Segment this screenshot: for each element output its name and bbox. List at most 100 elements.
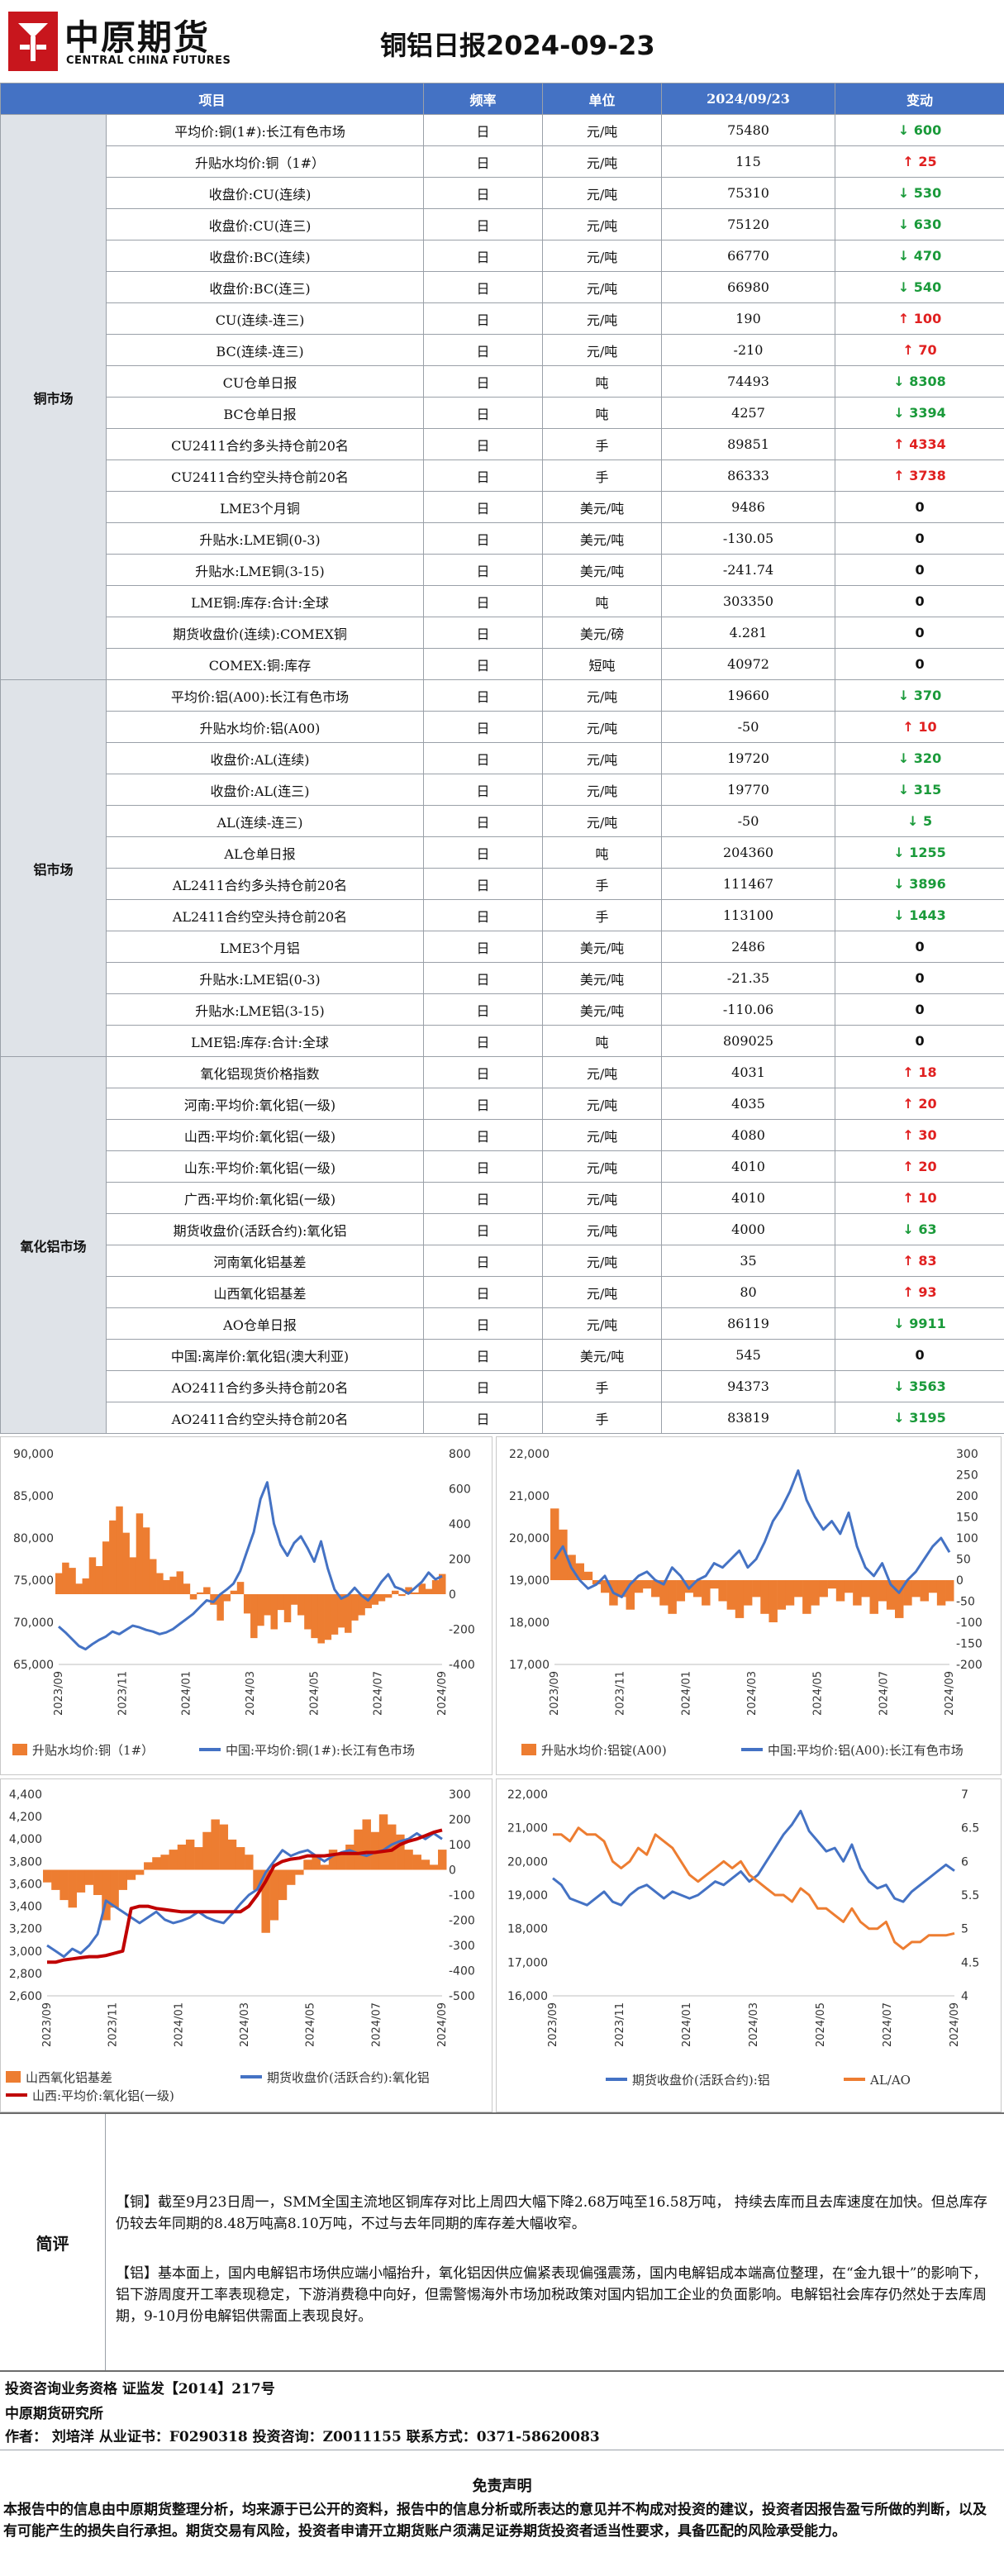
cell-value: 4000 bbox=[661, 1213, 836, 1245]
cell-freq: 日 bbox=[423, 1150, 544, 1183]
table-row: 收盘价:CU(连续) 日元/吨 75310 ↓ 530 bbox=[1, 177, 1004, 209]
area-bar bbox=[76, 1869, 86, 1893]
x-tick-label: 2023/09 bbox=[53, 1671, 65, 1716]
cell-item: 收盘价:BC(连续) bbox=[105, 240, 425, 272]
x-tick-label: 2024/09 bbox=[944, 1671, 956, 1716]
area-bar bbox=[710, 1580, 719, 1589]
right-tick-label: 200 bbox=[956, 1490, 978, 1503]
change-value: 470 bbox=[913, 248, 942, 264]
cell-value: 40972 bbox=[661, 648, 836, 680]
cell-freq: 日 bbox=[423, 177, 544, 209]
area-bar bbox=[297, 1594, 305, 1616]
area-bar bbox=[354, 1829, 363, 1870]
area-bar bbox=[129, 1557, 137, 1594]
legend-entry: 升贴水均价:铝锭(A00) bbox=[521, 1743, 667, 1758]
left-tick-label: 18,000 bbox=[509, 1617, 550, 1630]
change-value: 25 bbox=[918, 154, 937, 169]
left-tick-label: 22,000 bbox=[509, 1448, 550, 1461]
table-row: AO2411合约空头持仓前20名日手 83819 ↓ 3195 bbox=[1, 1402, 1004, 1434]
area-bar bbox=[324, 1594, 332, 1640]
summary-label: 简评 bbox=[0, 2114, 106, 2370]
left-tick-label: 80,000 bbox=[13, 1532, 54, 1545]
cell-unit: 元/吨 bbox=[542, 145, 663, 178]
chart-copper-svg: 90,000 85,000 80,000 75,000 70,000 65,000 800 6… bbox=[12, 1448, 475, 1758]
arrow-down-icon: ↓ bbox=[897, 279, 914, 295]
area-bar bbox=[894, 1580, 904, 1618]
cell-unit: 元/吨 bbox=[542, 1213, 663, 1245]
left-tick-label: 21,000 bbox=[509, 1490, 550, 1503]
left-tick-label: 3,000 bbox=[9, 1945, 42, 1959]
table-row: 铜市场 平均价:铜(1#):长江有色市场日元/吨 75480 ↓ 600 bbox=[0, 114, 1004, 680]
area-bar bbox=[135, 1869, 145, 1875]
cell-item: CU(连续-连三) bbox=[105, 302, 425, 335]
change-value: 20 bbox=[918, 1096, 937, 1112]
arrow-up-icon: ↑ bbox=[902, 1159, 919, 1174]
disclaimer-title: 免责声明 bbox=[472, 2478, 532, 2495]
cell-freq: 日 bbox=[423, 1119, 544, 1151]
x-tick-label: 2024/07 bbox=[878, 1671, 890, 1716]
right-tick-label: -200 bbox=[449, 1915, 475, 1928]
cell-item: 期货收盘价(活跃合约):氧化铝 bbox=[105, 1213, 425, 1245]
area-bar bbox=[230, 1590, 238, 1594]
cell-change: ↓ 3195 bbox=[835, 1402, 1004, 1434]
cell-freq: 日 bbox=[423, 114, 544, 146]
area-bar bbox=[261, 1869, 270, 1933]
cell-value: 4080 bbox=[661, 1119, 836, 1151]
table-row: 收盘价:AL(连续) 日元/吨 19720 ↓ 320 bbox=[1, 742, 1004, 774]
cell-freq: 日 bbox=[423, 1056, 544, 1088]
column-header-date: 2024/09/23 bbox=[661, 83, 836, 115]
right-tick-label: 5.5 bbox=[961, 1889, 979, 1902]
change-value: 18 bbox=[918, 1064, 937, 1080]
change-value: 93 bbox=[918, 1284, 937, 1300]
cell-unit: 元/吨 bbox=[542, 1276, 663, 1308]
table-row: 山东:平均价:氧化铝(一级) 日元/吨 4010 ↑ 20 bbox=[1, 1150, 1004, 1183]
area-bar bbox=[431, 1580, 440, 1594]
area-bar bbox=[295, 1869, 304, 1875]
cell-freq: 日 bbox=[423, 397, 544, 429]
change-value: 83 bbox=[918, 1253, 937, 1269]
cell-item: 期货收盘价(连续):COMEX铜 bbox=[105, 617, 425, 649]
cell-item: 收盘价:BC(连三) bbox=[105, 271, 425, 303]
change-value: 3896 bbox=[909, 876, 946, 892]
arrow-down-icon: ↓ bbox=[897, 217, 914, 232]
cell-freq: 日 bbox=[423, 1402, 544, 1434]
area-bar bbox=[358, 1594, 365, 1616]
cell-freq: 日 bbox=[423, 428, 544, 460]
right-tick-label: 200 bbox=[449, 1814, 471, 1827]
table-row: 期货收盘价(连续):COMEX铜日美元/磅 4.281 0 bbox=[1, 617, 1004, 649]
x-tick-label: 2024/03 bbox=[746, 1671, 759, 1716]
table-row: 河南:平均价:氧化铝(一级) 日元/吨 4035 ↑ 20 bbox=[1, 1088, 1004, 1120]
right-tick-label: -200 bbox=[956, 1659, 983, 1672]
cell-item: AL2411合约多头持仓前20名 bbox=[105, 868, 425, 900]
right-tick-label: 300 bbox=[449, 1788, 471, 1802]
left-tick-label: 17,000 bbox=[509, 1659, 550, 1672]
change-value: 0 bbox=[915, 562, 925, 578]
change-value: 600 bbox=[913, 122, 942, 138]
cell-value: 4031 bbox=[661, 1056, 836, 1088]
table-row: CU2411合约多头持仓前20名日手 89851 ↑ 4334 bbox=[1, 428, 1004, 460]
area-bar bbox=[936, 1580, 946, 1606]
cell-item: AL2411合约空头持仓前20名 bbox=[105, 899, 425, 931]
table-row: BC(连续-连三) 日元/吨 -210 ↑ 70 bbox=[1, 334, 1004, 366]
author-line: 作者： 刘培洋 从业证书：F0290318 投资咨询：Z0011155 联系方式… bbox=[5, 2429, 600, 2445]
cell-freq: 日 bbox=[423, 742, 544, 774]
cell-freq: 日 bbox=[423, 993, 544, 1026]
cell-change: 0 bbox=[835, 522, 1004, 555]
legend-entry: 期货收盘价(活跃合约):铝 bbox=[606, 2073, 770, 2088]
table-row: 升贴水:LME铜(0-3) 日美元/吨 -130.05 0 bbox=[1, 522, 1004, 555]
area-bar bbox=[421, 1859, 431, 1870]
area-bar bbox=[68, 1869, 77, 1908]
area-bar bbox=[102, 1541, 110, 1594]
table-row: LME3个月铜日美元/吨 9486 0 bbox=[1, 491, 1004, 523]
area-bar bbox=[269, 1869, 279, 1921]
series-area-0 bbox=[55, 1506, 446, 1644]
right-tick-label: -150 bbox=[956, 1638, 983, 1651]
cell-change: 0 bbox=[835, 554, 1004, 586]
cell-item: 平均价:铝(A00):长江有色市场 bbox=[105, 679, 425, 712]
left-tick-label: 21,000 bbox=[507, 1822, 548, 1836]
cell-unit: 元/吨 bbox=[542, 114, 663, 146]
right-tick-label: -100 bbox=[956, 1617, 983, 1630]
right-tick-label: 100 bbox=[449, 1839, 471, 1852]
area-bar bbox=[811, 1580, 820, 1606]
chart-aluminum-svg: 22,000 21,000 20,000 19,000 18,000 17,000 300 2… bbox=[509, 1448, 983, 1758]
